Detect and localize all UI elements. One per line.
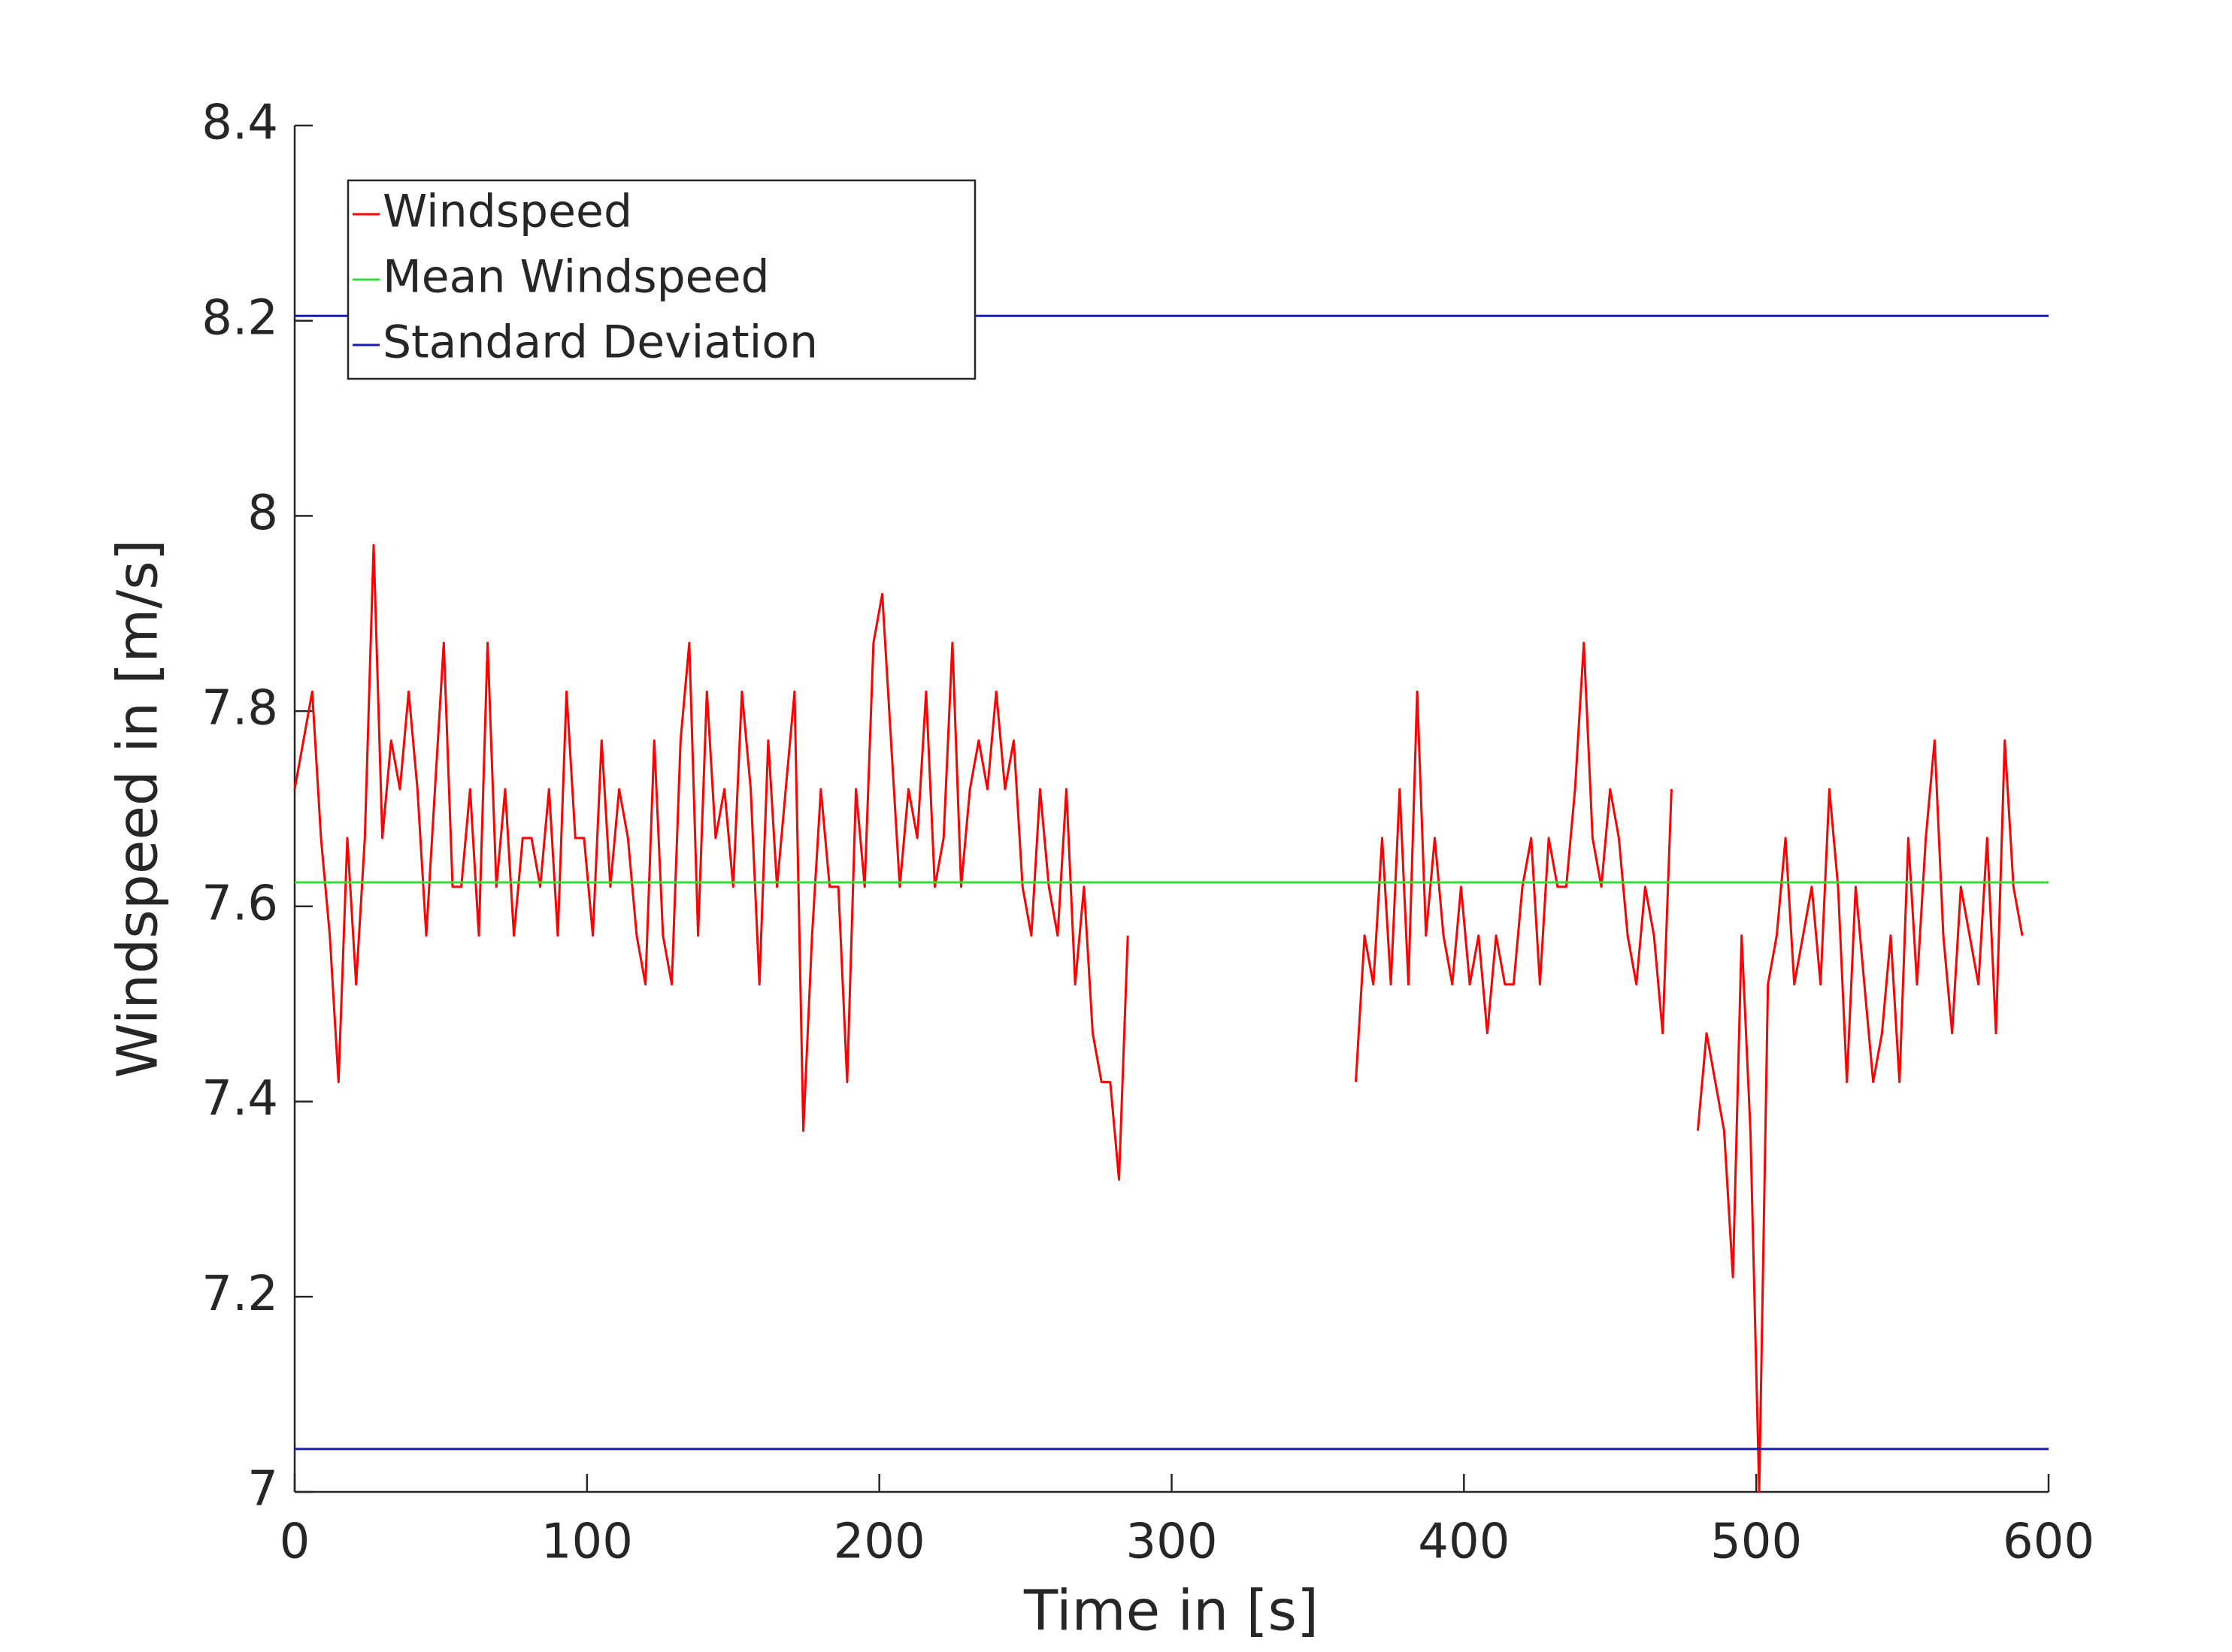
- x-tick-label: 600: [2003, 1514, 2094, 1570]
- y-tick-label: 7.6: [201, 876, 278, 931]
- legend-label: Windspeed: [383, 186, 632, 238]
- series-line: [293, 543, 2024, 1493]
- y-tick-label: 7.8: [201, 681, 278, 737]
- y-tick-label: 8.2: [201, 290, 278, 346]
- y-tick-label: 7.4: [201, 1071, 278, 1127]
- legend-label: Mean Windspeed: [383, 251, 770, 304]
- x-tick-label: 500: [1710, 1514, 1802, 1570]
- y-tick-label: 8.4: [201, 95, 278, 151]
- x-tick-label: 400: [1418, 1514, 1510, 1570]
- y-axis-label: Windspeed in [m/s]: [106, 539, 171, 1078]
- y-tick-label: 8: [247, 486, 278, 541]
- x-tick-label: 300: [1125, 1514, 1217, 1570]
- legend-box: [347, 179, 977, 380]
- x-tick-label: 0: [280, 1514, 310, 1570]
- x-tick-label: 100: [541, 1514, 633, 1570]
- x-tick-label: 200: [834, 1514, 925, 1570]
- y-tick-label: 7.2: [201, 1266, 278, 1322]
- y-tick-label: 7: [247, 1462, 278, 1517]
- legend-label: Standard Deviation: [383, 316, 818, 369]
- x-axis-label: Time in [s]: [1023, 1579, 1319, 1644]
